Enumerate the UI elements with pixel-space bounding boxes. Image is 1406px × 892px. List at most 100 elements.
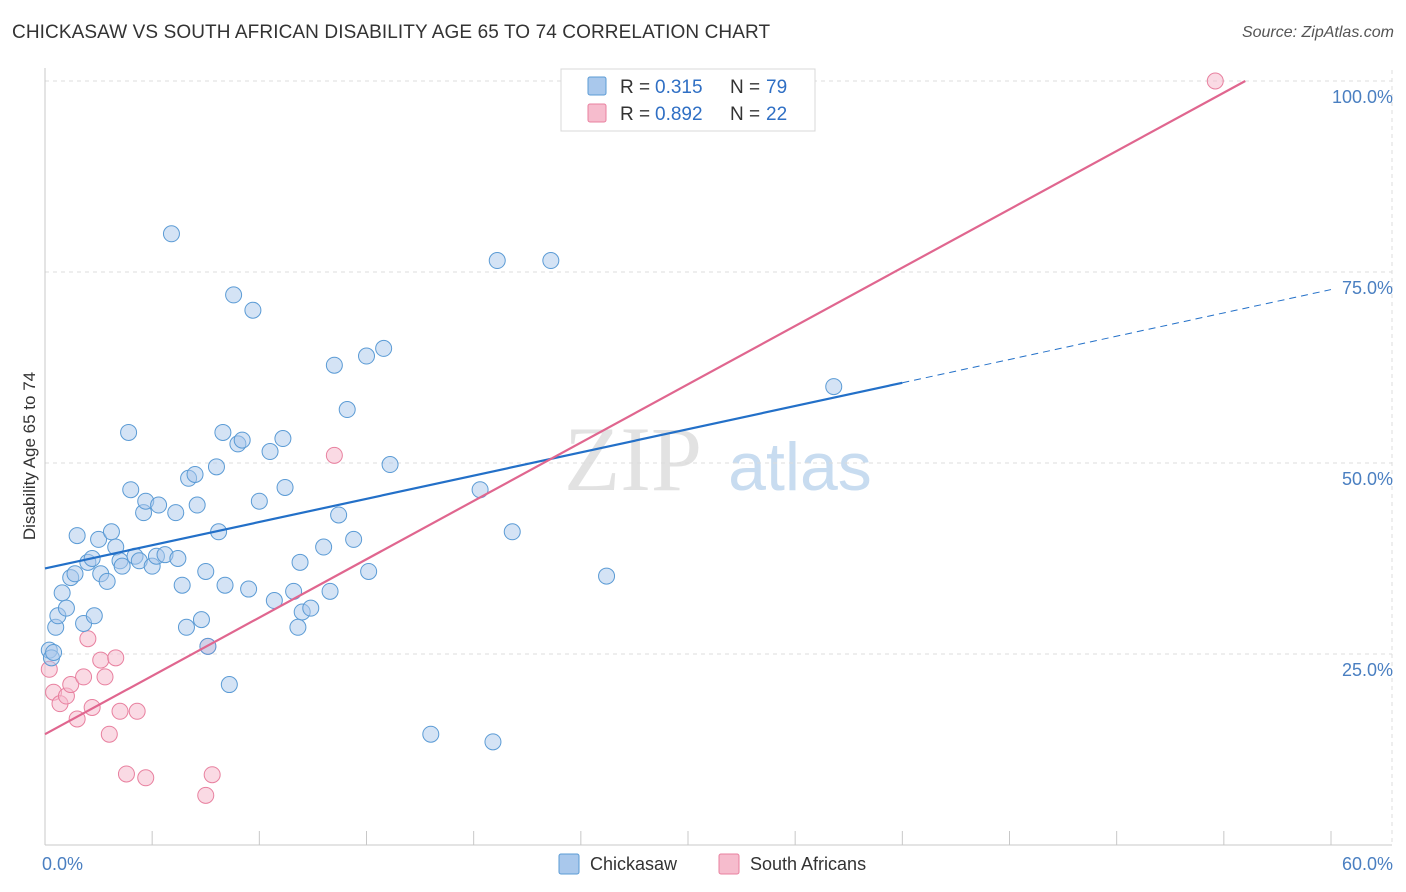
south-africans-point — [79, 630, 97, 648]
chart-title: CHICKASAW VS SOUTH AFRICAN DISABILITY AG… — [12, 22, 771, 43]
chickasaw-point — [338, 401, 356, 419]
chickasaw-point — [90, 530, 108, 548]
chickasaw-point — [484, 733, 502, 751]
south-africans-point — [75, 668, 93, 686]
south-africans-point — [92, 651, 110, 669]
chickasaw-point — [325, 356, 343, 374]
chickasaw-point — [122, 481, 140, 499]
chickasaw-point — [207, 458, 225, 476]
south-africans-point — [203, 766, 221, 784]
legend: R = 0.315 N = 79 R = 0.892 N = 22 — [560, 68, 816, 132]
chickasaw-point — [302, 599, 320, 617]
legend-swatch-south-africans — [587, 103, 607, 123]
south-africans-point — [1206, 72, 1224, 90]
chickasaw-point — [542, 252, 560, 270]
chickasaw-point — [375, 339, 393, 357]
trend-lines — [44, 80, 1332, 736]
south-africans-point — [111, 702, 129, 720]
chickasaw-point — [276, 478, 294, 496]
watermark-zip: ZIP — [564, 408, 702, 510]
south-africans-point — [128, 702, 146, 720]
south-africans-point — [325, 446, 343, 464]
chickasaw-point — [220, 676, 238, 694]
chickasaw-point — [53, 584, 71, 602]
bottom-legend-swatch-south-africans — [718, 853, 740, 875]
chickasaw-point — [120, 423, 138, 441]
chickasaw-point — [167, 504, 185, 522]
chickasaw-point — [358, 347, 375, 365]
south-africans-point — [100, 725, 118, 743]
chickasaw-point — [197, 562, 215, 580]
south-africans-point — [62, 676, 80, 694]
south-africans-trend-line — [44, 80, 1246, 736]
chickasaw-point — [233, 431, 251, 449]
x-tick-label: 60.0% — [1342, 854, 1393, 874]
y-tick-label: 50.0% — [1342, 469, 1393, 489]
chickasaw-point — [192, 611, 210, 629]
chickasaw-point — [503, 523, 521, 541]
chickasaw-point — [102, 523, 120, 541]
chickasaw-point — [169, 550, 187, 567]
chickasaw-point — [57, 599, 75, 617]
bottom-legend-swatch-chickasaw — [558, 853, 580, 875]
chickasaw-point — [186, 465, 204, 483]
bottom-legend: Chickasaw South Africans — [558, 853, 866, 875]
chickasaw-point — [45, 643, 63, 661]
chickasaw-point — [598, 567, 616, 585]
south-africans-point — [96, 668, 114, 686]
legend-r-label: R = — [620, 77, 650, 98]
chickasaw-point — [321, 582, 339, 600]
chickasaw-point — [225, 286, 243, 304]
chickasaw-point — [250, 492, 268, 510]
chickasaw-point — [345, 530, 363, 548]
y-tick-label: 25.0% — [1342, 660, 1393, 680]
chickasaw-point — [244, 301, 262, 319]
y-tick-label: 100.0% — [1332, 87, 1393, 107]
legend-n-label: N = — [730, 77, 760, 98]
legend-n-value: 22 — [766, 104, 787, 125]
chickasaw-point — [381, 456, 399, 474]
chickasaw-point — [488, 252, 506, 270]
bottom-legend-south-africans: South Africans — [750, 854, 866, 874]
chickasaw-point — [240, 580, 258, 598]
chickasaw-point — [360, 562, 378, 580]
chickasaw-point — [68, 527, 86, 545]
chickasaw-point — [66, 565, 84, 583]
legend-r-label: R = — [620, 104, 650, 125]
south-africans-point — [137, 769, 155, 787]
chickasaw-point — [330, 506, 348, 524]
chickasaw-points — [40, 225, 843, 751]
gridlines — [45, 70, 1393, 845]
chickasaw-point — [274, 430, 292, 448]
chickasaw-point — [113, 557, 131, 575]
chickasaw-point — [173, 576, 191, 594]
chickasaw-point — [216, 576, 234, 594]
south-africans-point — [117, 765, 135, 783]
legend-swatch-chickasaw — [587, 76, 607, 96]
chickasaw-point — [825, 378, 843, 396]
chickasaw-point — [214, 423, 232, 441]
chickasaw-point — [315, 538, 333, 556]
x-tick-label: 0.0% — [42, 854, 83, 874]
axes — [44, 68, 1392, 846]
chickasaw-point — [98, 572, 116, 590]
legend-n-label: N = — [730, 104, 760, 125]
chickasaw-point — [85, 607, 103, 625]
chickasaw-point — [162, 225, 180, 243]
south-africans-point — [107, 649, 125, 667]
chickasaw-point — [177, 618, 195, 636]
bottom-legend-chickasaw: Chickasaw — [590, 854, 678, 874]
chickasaw-point — [188, 496, 206, 514]
tick-labels: 25.0% 50.0% 75.0% 100.0% 0.0% 60.0% — [42, 87, 1393, 874]
legend-r-value: 0.315 — [655, 77, 703, 98]
legend-r-value: 0.892 — [655, 104, 703, 125]
legend-n-value: 79 — [766, 77, 787, 98]
chickasaw-point — [422, 725, 440, 743]
chickasaw-point — [289, 618, 307, 636]
chickasaw-point — [150, 496, 168, 514]
watermark-atlas: atlas — [728, 429, 872, 505]
chickasaw-point — [291, 553, 309, 571]
y-tick-label: 75.0% — [1342, 278, 1393, 298]
south-africans-point — [197, 786, 215, 804]
